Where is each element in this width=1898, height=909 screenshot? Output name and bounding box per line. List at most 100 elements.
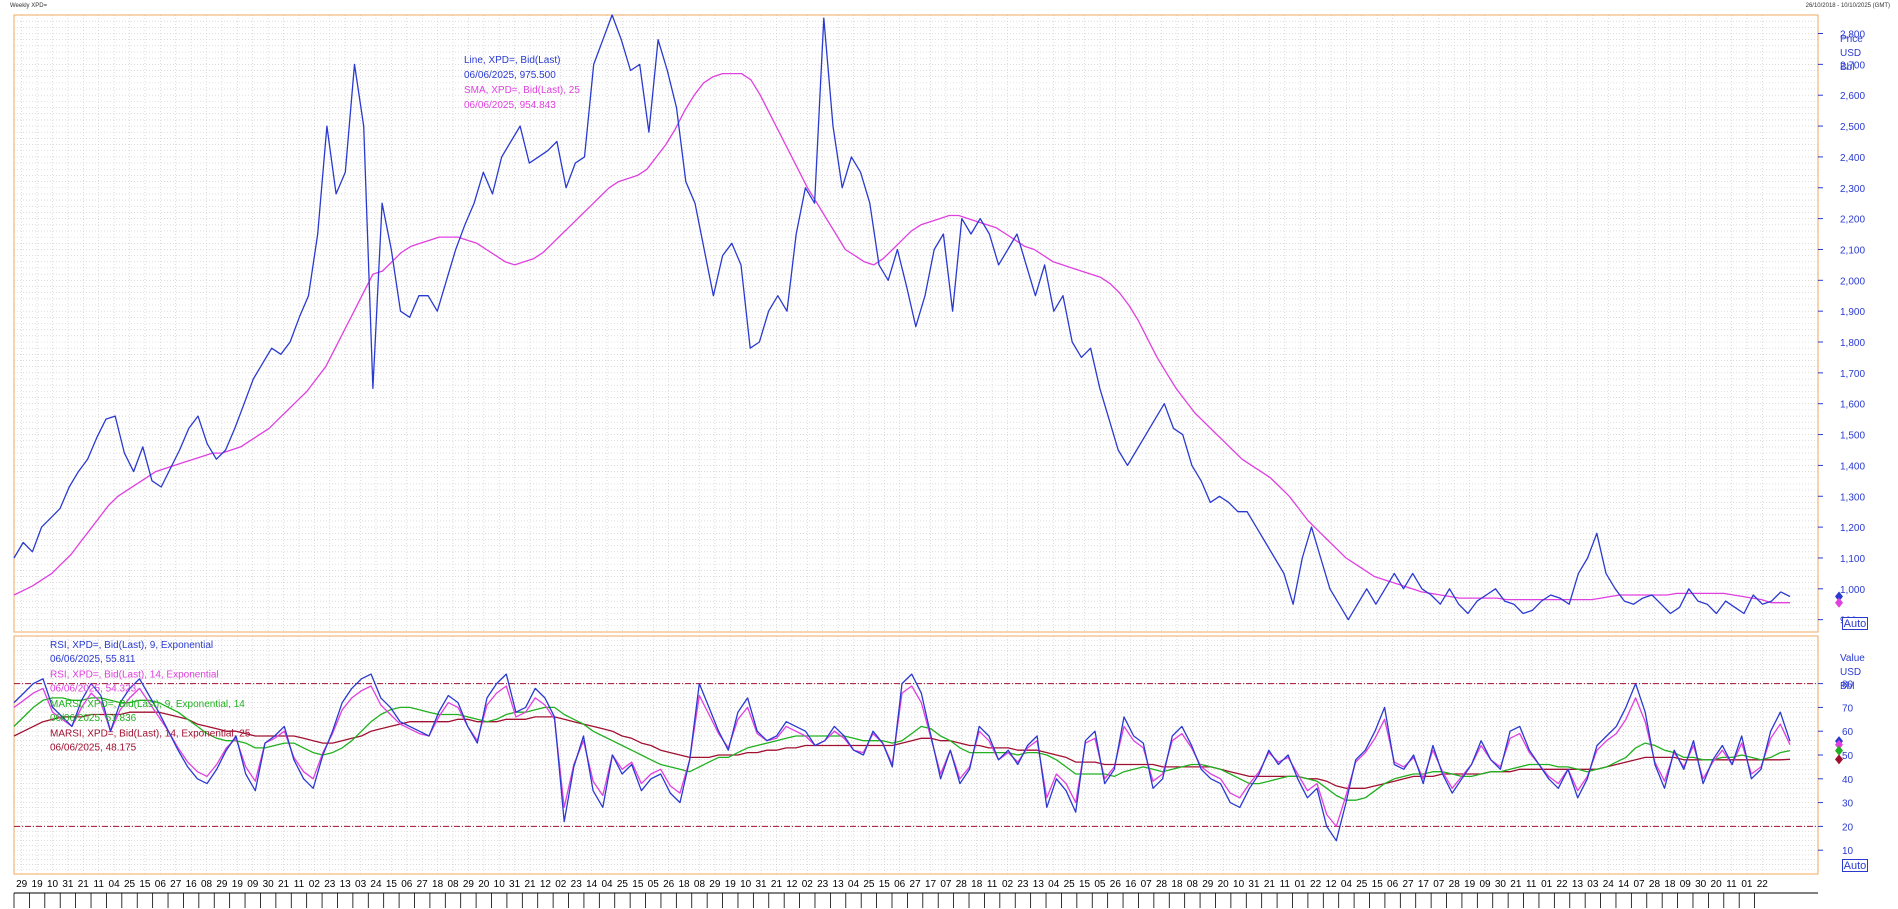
rsi-legend-value: 06/06/2025, 55.811 [50,654,136,665]
x-tick-label: 09 [247,879,259,890]
price-ytick-label: 2,400 [1840,153,1865,164]
rsi-legend-name: RSI, XPD=, Bid(Last), 9, Exponential [50,640,213,651]
x-tick-label: 04 [601,879,613,890]
x-tick-label: 12 [540,879,552,890]
rsi-ytick-label: 30 [1842,799,1854,810]
x-tick-label: 21 [771,879,783,890]
x-tick-label: 25 [863,879,875,890]
x-tick-label: 06 [401,879,413,890]
rsi-ytick-label: 60 [1842,727,1854,738]
x-tick-label: 03 [355,879,367,890]
x-tick-label: 15 [1372,879,1384,890]
x-tick-label: 24 [1603,879,1615,890]
x-tick-label: 11 [294,879,305,890]
x-tick-label: 10 [494,879,506,890]
price-ytick-label: 2,800 [1840,30,1865,41]
rsi-legend-value: 06/06/2025, 51.836 [50,713,137,724]
x-tick-label: 21 [1264,879,1276,890]
rsi-legend-name: RSI, XPD=, Bid(Last), 14, Exponential [50,670,219,681]
window-title-bar: Weekly XPD= 26/10/2018 - 10/10/2025 (GMT… [0,0,1898,14]
x-tick-label: 18 [678,879,690,890]
x-tick-label: 02 [309,879,321,890]
x-tick-label: 13 [833,879,845,890]
x-tick-label: 07 [1634,879,1646,890]
rsi-ytick-label: 50 [1842,751,1854,762]
price-panel-border [13,14,1819,633]
price-ytick-label: 1,600 [1840,400,1865,411]
x-tick-label: 22 [1556,879,1568,890]
x-tick-label: 31 [509,879,521,890]
x-tick-label: 28 [1449,879,1461,890]
x-tick-label: 15 [386,879,398,890]
price-ytick-label: 1,400 [1840,461,1865,472]
x-tick-label: 22 [1310,879,1322,890]
price-ytick-label: 2,300 [1840,184,1865,195]
x-tick-label: 26 [663,879,675,890]
rsi-axis-header: Bbl [1840,681,1854,692]
x-tick-label: 15 [1079,879,1091,890]
rsi-legend-name: MARSI, XPD=, Bid(Last), 9, Exponential, … [50,699,245,710]
x-tick-label: 29 [16,879,28,890]
x-tick-label: 04 [1341,879,1353,890]
x-tick-label: 13 [1572,879,1584,890]
x-tick-label: 29 [709,879,721,890]
x-tick-label: 12 [1325,879,1337,890]
rsi-last-marker-2 [1835,745,1843,756]
rsi-last-marker-3 [1835,754,1843,765]
x-tick-label: 07 [1141,879,1153,890]
price-axis-header: Price [1840,34,1863,45]
price-auto-button[interactable]: Auto [1842,617,1868,630]
x-tick-label: 14 [1618,879,1630,890]
x-tick-label: 31 [62,879,74,890]
rsi-ytick-label: 20 [1842,822,1854,833]
price-legend-name: SMA, XPD=, Bid(Last), 25 [464,85,580,96]
x-tick-label: 06 [894,879,906,890]
rsi-series-group [13,673,1791,842]
chart-title: Weekly XPD= [10,3,48,9]
x-tick-label: 27 [417,879,429,890]
rsi-auto-button[interactable]: Auto [1842,859,1868,872]
x-tick-label: 20 [1218,879,1230,890]
x-tick-label: 19 [725,879,737,890]
price-ytick-label: 2,600 [1840,91,1865,102]
x-tick-label: 18 [971,879,983,890]
x-tick-label: 27 [1402,879,1414,890]
x-tick-label: 26 [1110,879,1122,890]
x-tick-label: 19 [1464,879,1476,890]
x-tick-label: 23 [817,879,829,890]
marsi9-line [13,697,1791,801]
x-tick-label: 17 [1418,879,1430,890]
x-tick-label: 23 [324,879,336,890]
sma-last-marker [1835,597,1843,608]
price-ytick-label: 1,200 [1840,523,1865,534]
last-value-markers [1835,591,1843,765]
price-ytick-label: 1,300 [1840,492,1865,503]
x-tick-label: 05 [648,879,660,890]
x-tick-label: 02 [1002,879,1014,890]
rsi-legend: RSI, XPD=, Bid(Last), 9, Exponential 06/0… [50,640,251,754]
x-tick-label: 27 [910,879,922,890]
price-gridlines [14,15,1818,632]
rsi-y-axis: 10 20 30 40 50 60 70 80 Value USD Bbl [1818,653,1865,857]
x-axis: 29 19 10 31 21 11 04 25 15 06 27 16 08 29 19 09 30 21 11 02… [13,879,1818,908]
x-tick-label: 16 [1125,879,1137,890]
x-tick-label: 31 [1248,879,1260,890]
x-tick-label: 06 [1387,879,1399,890]
price-legend: Line, XPD=, Bid(Last) 06/06/2025, 975.500… [464,55,580,111]
price-legend-name: Line, XPD=, Bid(Last) [464,55,560,66]
price-ytick-label: 1,000 [1840,585,1865,596]
x-tick-label: 31 [756,879,768,890]
x-tick-label: 29 [463,879,475,890]
price-axis-header: USD [1840,48,1861,59]
price-axis-header: Bbl [1840,62,1854,73]
x-tick-label: 04 [1048,879,1060,890]
x-tick-label: 28 [1649,879,1661,890]
x-tick-label: 16 [186,879,198,890]
x-tick-label: 13 [340,879,352,890]
x-tick-label: 30 [1695,879,1707,890]
x-tick-label: 09 [1479,879,1491,890]
x-tick-label: 25 [1356,879,1368,890]
rsi-last-marker-1 [1835,739,1843,750]
x-tick-label: 11 [1526,879,1537,890]
